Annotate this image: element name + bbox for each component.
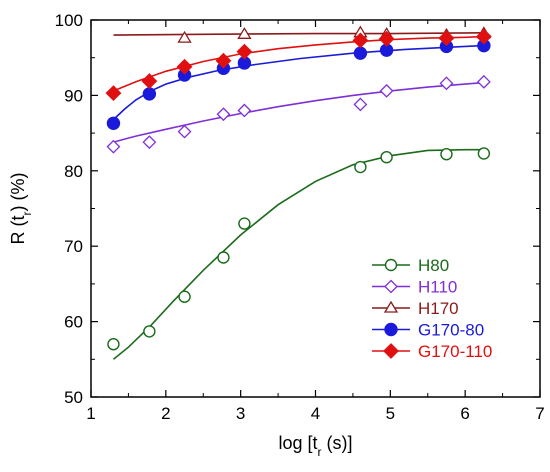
data-point-g170-110 (176, 58, 193, 75)
legend-marker-g170-80 (384, 322, 398, 337)
data-point-h110 (237, 103, 252, 118)
data-point-g170-110 (475, 28, 492, 45)
data-point-h80 (217, 251, 230, 264)
data-point-h110 (476, 74, 491, 89)
legend-label-h80: H80 (418, 256, 449, 275)
legend-marker-g170-110 (383, 343, 399, 359)
data-point-h80 (380, 151, 393, 164)
data-point-h80 (143, 325, 156, 338)
fit-line-g170-110 (113, 35, 484, 92)
data-point-g170-110 (236, 43, 253, 60)
data-point-h80 (107, 338, 120, 351)
data-point-g170-80 (353, 46, 368, 60)
data-point-g170-80 (142, 87, 157, 101)
data-point-h170 (237, 27, 252, 39)
data-point-g170-80 (106, 116, 121, 130)
data-point-g170-110 (215, 52, 232, 69)
fit-line-g170-80 (112, 44, 484, 121)
data-point-h80 (477, 147, 491, 160)
y-tick-label: 70 (64, 237, 83, 256)
data-point-g170-110 (141, 73, 158, 89)
data-point-h80 (178, 290, 191, 303)
data-point-h110 (177, 124, 192, 139)
data-point-h110 (353, 97, 368, 112)
x-tick-label: 2 (161, 404, 170, 423)
y-tick-label: 80 (64, 162, 83, 181)
x-axis-label: log [tr (s)] (278, 433, 352, 459)
data-point-h110 (216, 107, 231, 122)
legend-label-g170-110: G170-110 (418, 342, 492, 361)
legend-label-g170-80: G170-80 (418, 321, 484, 340)
data-point-g170-110 (352, 32, 369, 49)
axes: 1 2 3 4 5 6 7 50 60 70 80 90 100 log [tr (s)] R (tr) (… (8, 11, 545, 459)
y-tick-label: 50 (64, 388, 83, 407)
data-point-g170-110 (438, 30, 455, 47)
data-point-h110 (142, 135, 157, 150)
x-tick-label: 7 (535, 404, 544, 423)
legend-marker-h80 (384, 258, 398, 272)
data-point-h110 (106, 139, 121, 154)
data-point-h80 (238, 217, 251, 230)
data-point-h170 (177, 30, 192, 43)
x-tick-label: 1 (86, 404, 95, 423)
fit-line-h110 (113, 81, 484, 143)
y-axis-label: R (tr) (%) (8, 173, 34, 245)
x-tick-label: 5 (386, 404, 395, 423)
x-tick-label: 3 (236, 404, 245, 423)
y-tick-label: 90 (64, 86, 83, 105)
y-tick-label: 60 (64, 313, 83, 332)
x-tick-label: 4 (311, 404, 320, 423)
data-point-h80 (440, 148, 453, 161)
x-tick-label: 6 (460, 404, 469, 423)
fit-line-h170 (113, 32, 484, 36)
data-point-h80 (354, 160, 367, 174)
legend: H80 H110 H170 G170-80 G170-110 (372, 256, 492, 361)
data-point-h110 (439, 76, 454, 91)
data-point-g170-110 (105, 85, 122, 102)
data-point-h110 (379, 83, 394, 98)
legend-label-h110: H110 (418, 278, 457, 297)
plot-frame (90, 19, 541, 398)
data-point-g170-110 (378, 30, 395, 47)
plot-area (105, 25, 492, 360)
legend-marker-h110 (384, 279, 398, 294)
legend-label-h170: H170 (418, 299, 459, 318)
legend-marker-h170 (383, 300, 399, 313)
y-tick-label: 100 (55, 11, 83, 30)
